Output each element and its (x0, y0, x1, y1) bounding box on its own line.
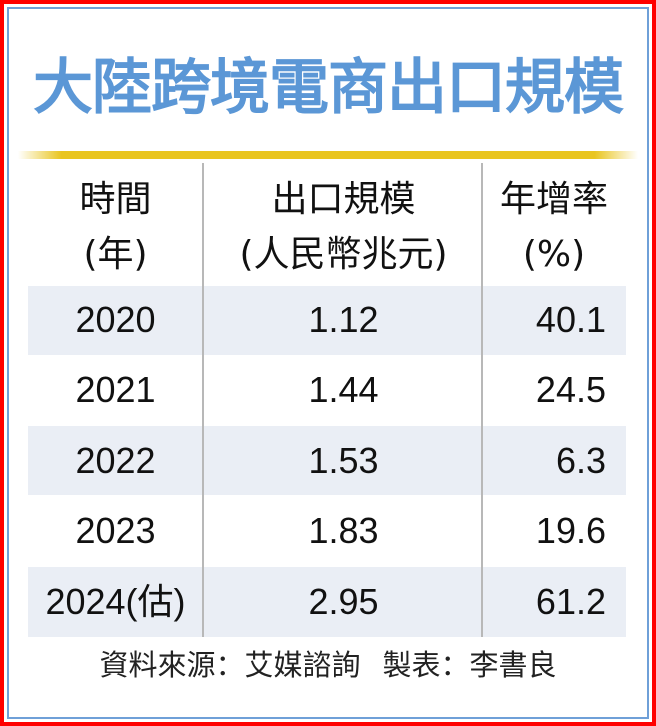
cell-growth: 19.6 (535, 510, 606, 551)
header-growth: 年增率 (499, 179, 608, 220)
cell-growth: 40.1 (535, 299, 606, 340)
cell-growth: 61.2 (535, 581, 606, 622)
row-shade-2022 (28, 426, 626, 495)
cell-year: 2021 (75, 369, 156, 410)
cell-year: 2024(估) (45, 581, 186, 622)
header-time: 時間 (79, 179, 152, 220)
header-export-scale: 出口規模 (271, 179, 416, 220)
chart-title: 大陸跨境電商出口規模 (33, 53, 624, 123)
cell-growth: 6.3 (555, 440, 606, 481)
row-shade-2024 (28, 567, 626, 637)
footer: 資料來源：艾媒諮詢 製表：李書良 (0, 645, 656, 685)
cell-year: 2023 (75, 510, 156, 551)
cell-scale: 1.12 (308, 299, 379, 340)
cell-scale: 1.83 (308, 510, 379, 551)
cell-scale: 1.44 (308, 369, 379, 410)
author-credit: 製表：李書良 (382, 648, 557, 682)
source-credit: 資料來源：艾媒諮詢 (99, 648, 361, 682)
cell-scale: 2.95 (308, 581, 379, 622)
column-divider-2 (481, 163, 483, 637)
title-underline-bar (18, 151, 638, 159)
cell-year: 2022 (75, 440, 156, 481)
cell-growth: 24.5 (535, 369, 606, 410)
header-export-scale-unit: (人民幣兆元) (239, 234, 448, 275)
row-shade-2020 (28, 286, 626, 355)
cell-scale: 1.53 (308, 440, 379, 481)
cell-year: 2020 (75, 299, 156, 340)
column-divider-1 (202, 163, 204, 637)
header-growth-unit: (%) (522, 234, 586, 275)
header-time-unit: (年) (83, 234, 148, 275)
